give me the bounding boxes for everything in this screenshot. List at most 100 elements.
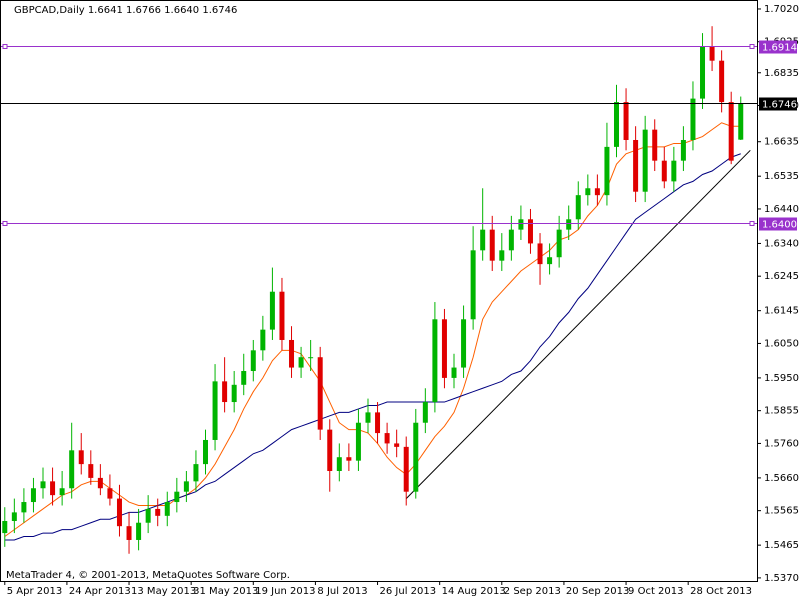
y-tick-label: 1.6050 [764, 338, 799, 349]
candle-body [633, 139, 639, 192]
x-tick-label: 20 Sep 2013 [566, 586, 629, 597]
candle-body [212, 381, 218, 440]
y-tick-label: 1.6440 [764, 204, 799, 215]
candle-body [652, 129, 658, 161]
x-tick-label: 19 Jun 2013 [255, 586, 315, 597]
candle-body [289, 339, 295, 368]
candle-body [2, 521, 8, 534]
candle-body [11, 512, 17, 522]
candle-body [116, 498, 122, 527]
level-handle [749, 44, 755, 49]
y-tick-label: 1.6835 [764, 68, 799, 79]
candle-body [680, 139, 686, 161]
candle-body [480, 229, 486, 251]
candle-body [355, 422, 361, 461]
y-tick-label: 1.6245 [764, 271, 799, 282]
x-tick-label: 8 Jul 2013 [317, 586, 367, 597]
candle-body [193, 464, 199, 482]
candle-body [126, 526, 132, 540]
candle-body [155, 508, 161, 516]
candle-body [441, 319, 447, 378]
candle-body [231, 384, 237, 403]
y-tick-label: 1.5855 [764, 406, 799, 417]
candle-body [327, 429, 333, 472]
x-tick-label: 26 Jul 2013 [380, 586, 437, 597]
level-handle [2, 221, 8, 226]
candle-body [174, 491, 180, 503]
candle-body [78, 450, 84, 465]
candle-body [700, 46, 706, 99]
candle-body [527, 219, 533, 244]
candle-body [308, 357, 314, 359]
y-tick-label: 1.5760 [764, 438, 799, 449]
candle-body [556, 229, 562, 258]
candle-body [604, 146, 610, 196]
candle-body [317, 357, 323, 430]
x-tick-label: 9 Oct 2013 [628, 586, 683, 597]
candle-body [107, 488, 113, 499]
candle-body [250, 350, 256, 372]
candle-body [709, 46, 715, 61]
price-label: 1.6746 [762, 100, 797, 111]
candle-body [403, 446, 409, 492]
candle-body [336, 457, 342, 472]
y-tick-label: 1.5465 [764, 540, 799, 551]
candle-body [585, 188, 591, 196]
candle-body [30, 488, 36, 503]
candle-body [642, 129, 648, 192]
x-tick-label: 31 May 2013 [193, 586, 258, 597]
candle-body [136, 522, 142, 540]
y-tick-label: 1.5950 [764, 373, 799, 384]
candle-body [40, 481, 46, 489]
candle-body [451, 367, 457, 378]
level-handle [2, 44, 8, 49]
candle-body [508, 229, 514, 251]
candle-body [461, 319, 467, 368]
candle-body [413, 422, 419, 492]
y-tick-label: 1.5660 [764, 473, 799, 484]
price-label-box [759, 217, 797, 231]
y-tick-label: 1.6635 [764, 137, 799, 148]
candle-body [298, 357, 304, 368]
candle-body [59, 488, 65, 496]
price-label-box [759, 40, 797, 54]
candle-body [499, 250, 505, 261]
candle-body [432, 319, 438, 403]
candle-body [489, 229, 495, 261]
moving-average [4, 153, 741, 541]
candle-body [346, 457, 352, 461]
candle-body [671, 160, 677, 182]
candle-body [566, 219, 572, 230]
credit: MetaTrader 4, © 2001-2013, MetaQuotes So… [6, 570, 290, 581]
candle-body [384, 433, 390, 444]
candle-body [97, 477, 103, 489]
candle-body [260, 329, 266, 351]
candle-body [518, 219, 524, 230]
y-tick-label: 1.6535 [764, 171, 799, 182]
y-tick-label: 1.7020 [764, 4, 799, 15]
plot-area [0, 26, 757, 554]
candle-body [222, 381, 228, 403]
candle-body [575, 195, 581, 220]
chart-title: GBPCAD,Daily 1.6641 1.6766 1.6640 1.6746 [14, 5, 237, 16]
y-tick-label: 1.5565 [764, 506, 799, 517]
x-tick-label: 24 Apr 2013 [69, 586, 131, 597]
candle-body [394, 443, 400, 447]
candle-body [547, 257, 553, 265]
candle-body [728, 102, 734, 161]
candle-body [183, 481, 189, 492]
plot-border [0, 0, 758, 582]
y-tick-label: 1.5370 [764, 573, 799, 584]
candle-body [88, 464, 94, 478]
candle-body [738, 103, 744, 140]
candle-body [594, 188, 600, 196]
candle-body [279, 291, 285, 340]
candle-body [375, 412, 381, 434]
candle-body [537, 243, 543, 265]
x-tick-label: 2 Sep 2013 [504, 586, 561, 597]
candle-body [623, 102, 629, 140]
trendline [405, 149, 751, 499]
candle-body [661, 160, 667, 182]
